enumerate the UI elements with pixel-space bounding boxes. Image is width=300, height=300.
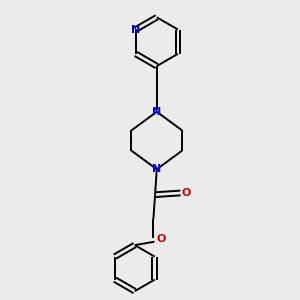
Text: N: N <box>152 164 161 174</box>
Text: O: O <box>156 234 166 244</box>
Text: N: N <box>152 107 161 117</box>
Text: O: O <box>182 188 191 198</box>
Text: N: N <box>131 25 140 34</box>
